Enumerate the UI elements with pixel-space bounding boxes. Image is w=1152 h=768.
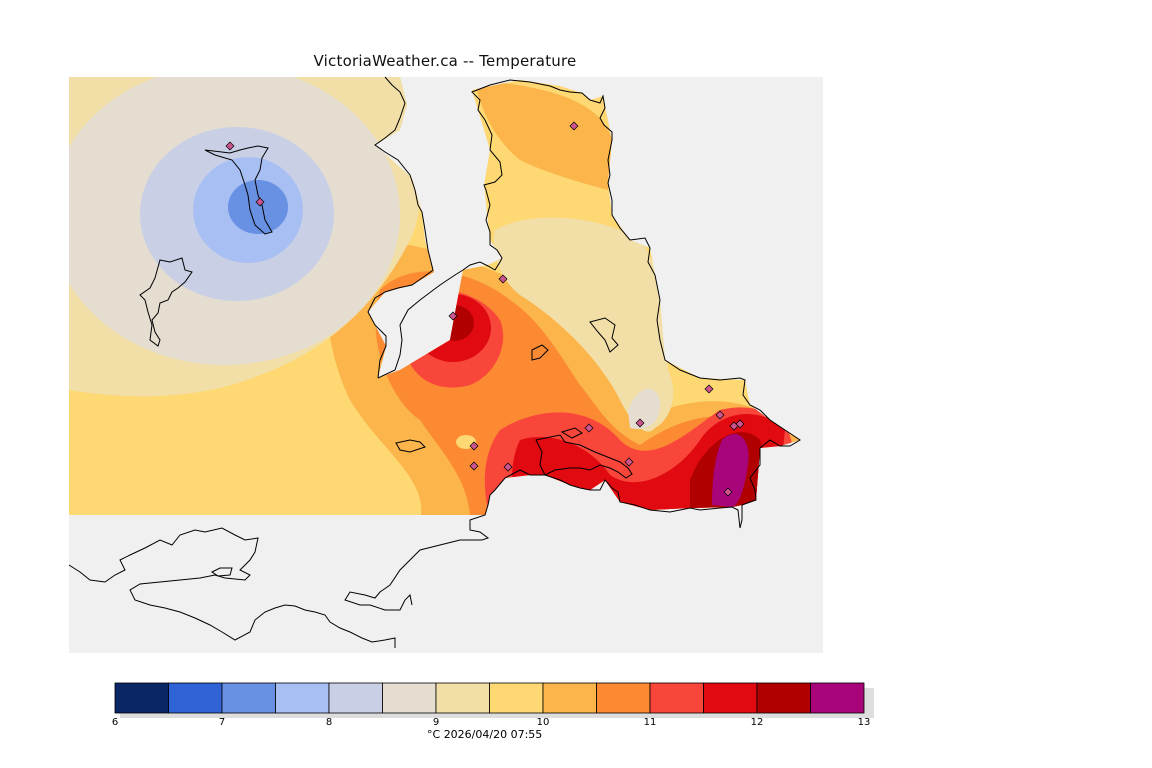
- station-marker[interactable]: [723, 487, 733, 497]
- station-marker[interactable]: [569, 121, 579, 131]
- colorbar-swatch: [435, 682, 490, 714]
- colorbar-swatch: [596, 682, 651, 714]
- colorbar-swatch: [168, 682, 223, 714]
- colorbar-swatch: [114, 682, 169, 714]
- unit-label: °C: [427, 728, 441, 741]
- colorbar-swatch: [382, 682, 437, 714]
- colorbar-tick-label: 11: [644, 717, 657, 728]
- station-marker[interactable]: [735, 419, 745, 429]
- colorbar-swatch: [542, 682, 597, 714]
- colorbar-swatch: [703, 682, 758, 714]
- colorbar-swatch: [756, 682, 811, 714]
- temperature-field: [69, 77, 800, 515]
- colorbar-tick-label: 7: [219, 717, 225, 728]
- timestamp-label: °C 2026/04/20 07:55: [427, 728, 542, 741]
- colorbar-swatch: [328, 682, 383, 714]
- colorbar-swatch: [275, 682, 330, 714]
- station-marker[interactable]: [469, 441, 479, 451]
- station-marker[interactable]: [469, 461, 479, 471]
- station-marker[interactable]: [255, 197, 265, 207]
- colorbar-tick-label: 8: [326, 717, 332, 728]
- colorbar-tick-label: 9: [433, 717, 439, 728]
- coastlines: [68, 76, 801, 648]
- datetime-label: 2026/04/20 07:55: [443, 728, 543, 741]
- colorbar-swatch: [649, 682, 704, 714]
- station-marker[interactable]: [498, 274, 508, 284]
- colorbar-tick-label: 13: [858, 717, 871, 728]
- map-title: VictoriaWeather.ca -- Temperature: [313, 52, 577, 70]
- colorbar-tick-label: 6: [112, 717, 118, 728]
- colorbar-swatch: [221, 682, 276, 714]
- colorbar-swatch: [489, 682, 544, 714]
- station-marker[interactable]: [448, 311, 458, 321]
- colorbar-swatches: [114, 682, 865, 714]
- colorbar-ticks: 6 7 8 9 10 11 12 13: [112, 717, 871, 728]
- station-marker[interactable]: [624, 457, 634, 467]
- station-marker[interactable]: [704, 384, 714, 394]
- colorbar-tick-label: 12: [751, 717, 764, 728]
- station-marker[interactable]: [715, 410, 725, 420]
- station-marker[interactable]: [584, 423, 594, 433]
- station-marker[interactable]: [503, 462, 513, 472]
- colorbar-tick-label: 10: [537, 717, 550, 728]
- weather-stations[interactable]: [225, 121, 745, 497]
- colorbar-swatch: [810, 682, 865, 714]
- station-marker[interactable]: [635, 418, 645, 428]
- station-marker[interactable]: [225, 141, 235, 151]
